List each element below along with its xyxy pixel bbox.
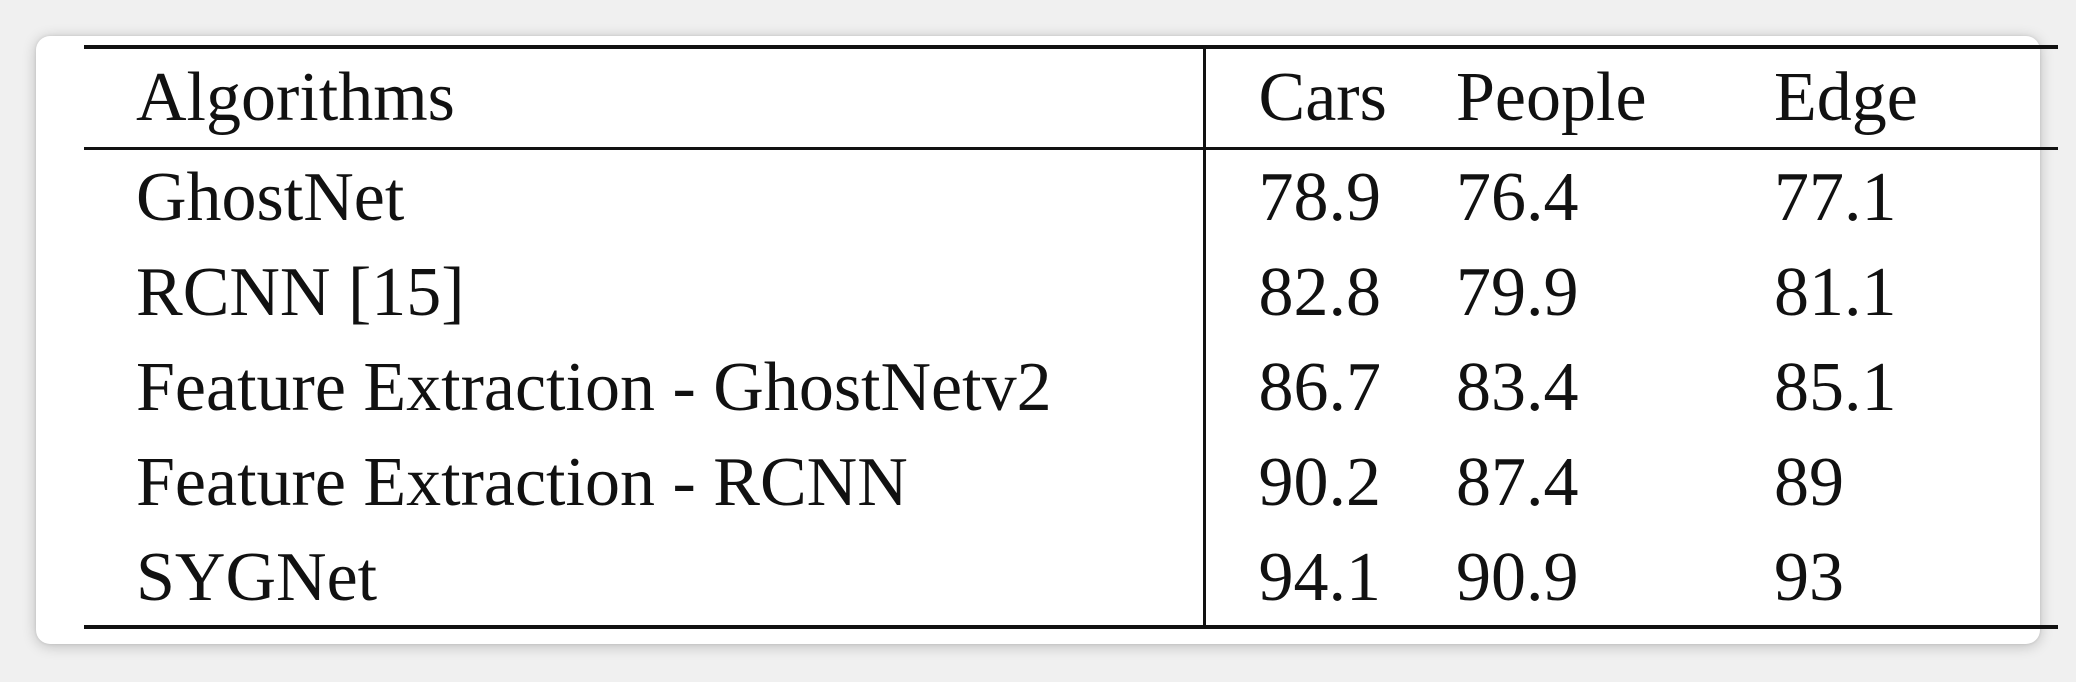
people-cell: 87.4: [1456, 443, 1579, 521]
header-row: Algorithms Cars People Edge: [84, 47, 2058, 149]
table-body: GhostNet 78.9 76.4 77.1 RCNN [15] 82.8 7…: [84, 148, 2058, 627]
people-cell: 83.4: [1456, 348, 1579, 426]
edge-cell: 85.1: [1774, 348, 1897, 426]
edge-cell: 77.1: [1774, 158, 1897, 236]
results-table: Algorithms Cars People Edge GhostNet 78.…: [84, 45, 2058, 629]
algorithm-cell: SYGNet: [84, 530, 1206, 627]
edge-cell: 93: [1774, 538, 1844, 616]
table-row: GhostNet 78.9 76.4 77.1: [84, 148, 2058, 245]
table-header: Algorithms Cars People Edge: [84, 47, 2058, 149]
header-people: People: [1456, 59, 1647, 136]
cars-cell: 78.9: [1258, 158, 1382, 236]
edge-cell: 89: [1774, 443, 1844, 521]
algorithm-cell: RCNN [15]: [84, 245, 1206, 340]
people-cell: 76.4: [1456, 158, 1579, 236]
cars-cell: 86.7: [1258, 348, 1382, 426]
cars-cell: 82.8: [1258, 253, 1382, 331]
cars-cell: 94.1: [1258, 538, 1382, 616]
edge-cell: 81.1: [1774, 253, 1897, 331]
table-row: RCNN [15] 82.8 79.9 81.1: [84, 245, 2058, 340]
algorithm-cell: Feature Extraction - GhostNetv2: [84, 340, 1206, 435]
table-row: Feature Extraction - RCNN 90.2 87.4 89: [84, 435, 2058, 530]
table-row: SYGNet 94.1 90.9 93: [84, 530, 2058, 627]
table-card: Algorithms Cars People Edge GhostNet 78.…: [36, 36, 2058, 644]
table-row: Feature Extraction - GhostNetv2 86.7 83.…: [84, 340, 2058, 435]
algorithm-cell: GhostNet: [84, 148, 1206, 245]
algorithm-cell: Feature Extraction - RCNN: [84, 435, 1206, 530]
people-cell: 79.9: [1456, 253, 1579, 331]
cars-cell: 90.2: [1258, 443, 1382, 521]
header-cars: Cars: [1258, 59, 1387, 136]
people-cell: 90.9: [1456, 538, 1579, 616]
header-edge: Edge: [1774, 59, 1918, 136]
header-algorithms: Algorithms: [84, 47, 1206, 149]
